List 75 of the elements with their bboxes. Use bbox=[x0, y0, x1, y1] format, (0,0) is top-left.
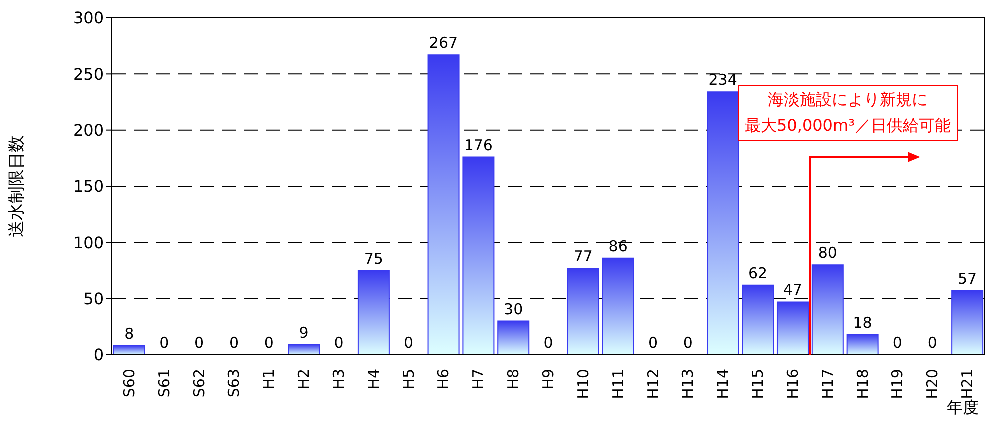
bar bbox=[742, 284, 774, 355]
x-tick-label: S63 bbox=[225, 369, 244, 398]
y-tick-label: 200 bbox=[73, 121, 104, 140]
x-tick-label: H10 bbox=[574, 369, 592, 400]
x-tick-label: H6 bbox=[434, 369, 453, 390]
x-tick-label: H13 bbox=[679, 369, 698, 400]
data-label: 0 bbox=[194, 334, 204, 352]
bar bbox=[462, 156, 495, 355]
x-tick-label: H5 bbox=[400, 369, 418, 390]
y-axis-title: 送水制限日数 bbox=[7, 136, 28, 238]
data-label: 0 bbox=[264, 334, 274, 352]
data-label: 75 bbox=[364, 250, 384, 268]
y-tick-label: 0 bbox=[94, 346, 104, 365]
x-tick-label: H8 bbox=[504, 369, 523, 390]
x-tick-label: H2 bbox=[295, 369, 314, 390]
data-label: 47 bbox=[783, 281, 802, 300]
x-tick-label: S62 bbox=[190, 369, 208, 398]
bar bbox=[602, 258, 634, 355]
bar bbox=[707, 92, 740, 355]
bar bbox=[288, 344, 320, 355]
x-tick-label: H16 bbox=[784, 369, 802, 400]
data-label: 0 bbox=[229, 334, 239, 352]
data-label: 0 bbox=[334, 334, 344, 352]
x-tick-label: H20 bbox=[924, 369, 942, 400]
x-tick-label: H11 bbox=[609, 369, 628, 400]
x-tick-label: H15 bbox=[749, 369, 768, 400]
data-label: 0 bbox=[544, 334, 554, 352]
bar bbox=[776, 302, 809, 355]
data-label: 234 bbox=[708, 71, 738, 90]
data-label: 57 bbox=[958, 270, 978, 288]
x-tick-label: H9 bbox=[540, 369, 558, 390]
x-tick-label: S60 bbox=[120, 369, 138, 398]
data-label: 176 bbox=[464, 136, 493, 154]
x-tick-label: H17 bbox=[818, 369, 837, 400]
data-label: 77 bbox=[574, 248, 593, 266]
x-tick-label: H18 bbox=[854, 369, 872, 400]
data-label: 86 bbox=[608, 237, 628, 256]
annotation: 海淡施設により新規に bbox=[766, 89, 929, 111]
x-tick-label: H3 bbox=[330, 369, 348, 390]
bar bbox=[952, 290, 984, 355]
bar bbox=[812, 264, 844, 355]
data-label: 0 bbox=[892, 334, 902, 352]
y-tick-label: 300 bbox=[73, 8, 104, 28]
bar bbox=[358, 270, 390, 355]
x-tick-label: H14 bbox=[714, 369, 732, 400]
data-label: 18 bbox=[853, 314, 872, 332]
data-label: 0 bbox=[404, 334, 414, 352]
x-tick-label: S61 bbox=[155, 369, 174, 398]
x-tick-label: H12 bbox=[644, 369, 662, 400]
y-tick-label: 250 bbox=[73, 64, 104, 84]
x-tick-label: H21 bbox=[958, 369, 977, 400]
annotation: 最大50,000m³／日供給可能 bbox=[745, 115, 951, 137]
bar bbox=[567, 268, 600, 355]
x-tick-label: H7 bbox=[470, 369, 488, 390]
data-label: 0 bbox=[683, 334, 693, 352]
data-label: 0 bbox=[648, 334, 658, 352]
data-label: 62 bbox=[748, 264, 768, 282]
x-tick-label: H19 bbox=[888, 369, 907, 400]
data-label: 30 bbox=[504, 300, 524, 318]
data-label: 8 bbox=[124, 325, 134, 344]
y-tick-label: 50 bbox=[84, 290, 104, 309]
x-tick-label: H1 bbox=[260, 369, 278, 390]
data-label: 9 bbox=[299, 324, 309, 342]
bar bbox=[428, 54, 460, 355]
data-label: 0 bbox=[928, 334, 938, 352]
data-label: 80 bbox=[818, 244, 838, 262]
x-axis-title: 年度 bbox=[947, 398, 979, 417]
bar bbox=[498, 320, 530, 355]
data-label: 0 bbox=[160, 334, 170, 352]
bar bbox=[114, 346, 146, 355]
x-tick-label: H4 bbox=[364, 369, 383, 390]
y-tick-label: 150 bbox=[73, 177, 104, 196]
y-tick-label: 100 bbox=[73, 233, 104, 252]
bar bbox=[846, 334, 879, 355]
data-label: 267 bbox=[429, 34, 458, 52]
